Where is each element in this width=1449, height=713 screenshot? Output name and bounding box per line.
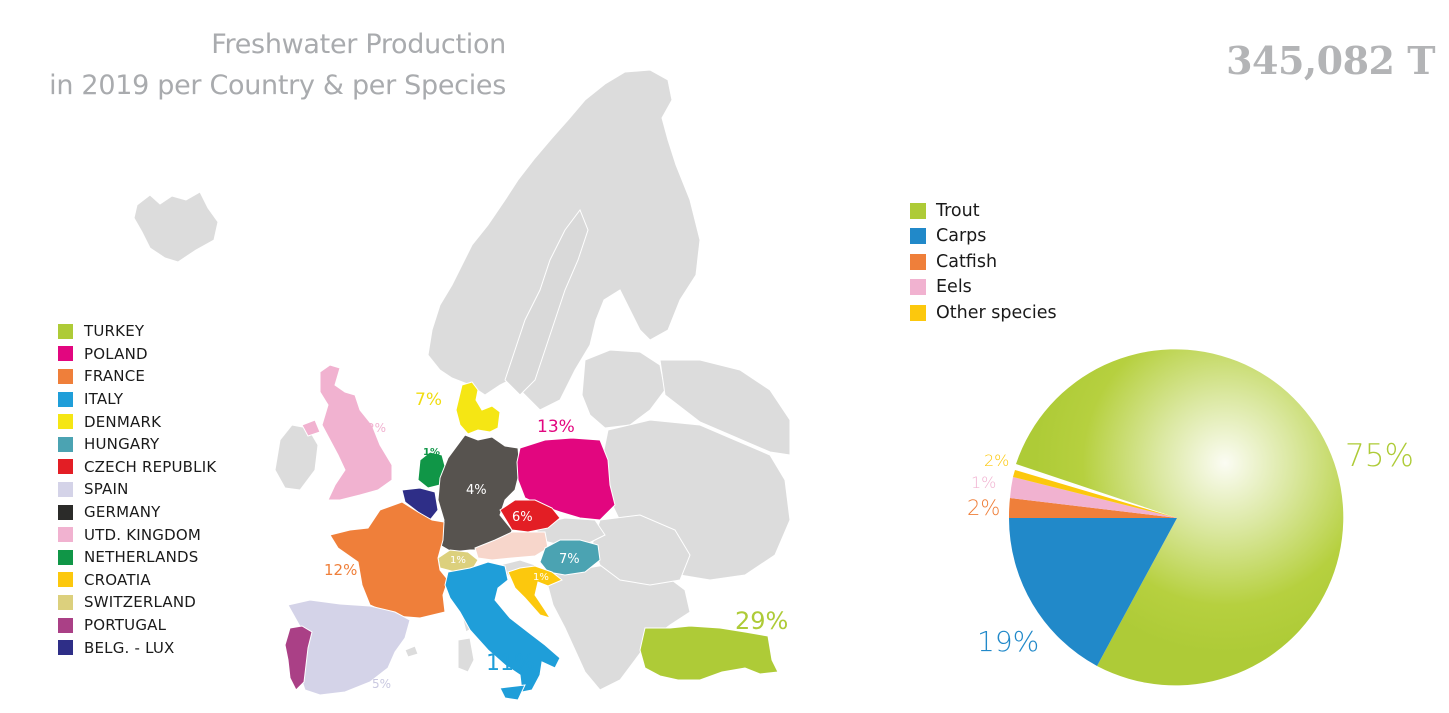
swatch-trout — [910, 202, 926, 219]
country-legend: TURKEY POLAND FRANCE ITALY DENMARK HUNGA… — [58, 320, 216, 659]
total-production: 345,082 T — [1226, 38, 1435, 83]
label-turkey: 29% — [735, 607, 788, 635]
legend-item-croatia: CROATIA — [58, 569, 216, 592]
swatch-czech — [58, 459, 73, 475]
pie-label-trout: 75% — [1345, 438, 1414, 474]
legend-item-poland: POLAND — [58, 343, 216, 366]
legend-item-eels: Eels — [910, 275, 1057, 301]
species-legend: Trout Carps Catfish Eels Other species — [910, 198, 1057, 326]
swatch-croatia — [58, 572, 73, 588]
title-line-1: Freshwater Production — [211, 29, 506, 60]
legend-item-carps: Carps — [910, 224, 1057, 250]
pie-slice-catfish — [1008, 498, 1177, 518]
legend-item-netherlands: NETHERLANDS — [58, 546, 216, 569]
swatch-switzerland — [58, 594, 73, 610]
country-northern-ireland — [301, 419, 321, 437]
swatch-hungary — [58, 436, 73, 452]
label-czech: 6% — [512, 510, 533, 525]
legend-item-switzerland: SWITZERLAND — [58, 591, 216, 614]
island-sicily — [499, 684, 526, 701]
swatch-belg-lux — [58, 640, 73, 656]
legend-item-czech: CZECH REPUBLIK — [58, 456, 216, 479]
country-denmark — [455, 381, 501, 435]
legend-item-germany: GERMANY — [58, 501, 216, 524]
legend-item-hungary: HUNGARY — [58, 433, 216, 456]
pie-slice-other — [1013, 470, 1177, 518]
label-netherlands: 1% — [423, 447, 440, 458]
swatch-germany — [58, 504, 73, 520]
swatch-eels — [910, 279, 926, 296]
legend-item-denmark: DENMARK — [58, 410, 216, 433]
label-poland: 13% — [537, 417, 575, 437]
pie-slice-carps — [1008, 518, 1177, 666]
legend-item-italy: ITALY — [58, 388, 216, 411]
country-croatia — [507, 565, 563, 619]
legend-item-turkey: TURKEY — [58, 320, 216, 343]
swatch-other — [910, 304, 926, 321]
country-italy — [444, 561, 561, 693]
pie-label-other: 2% — [984, 451, 1010, 470]
country-sweden-inner — [504, 208, 589, 396]
label-france: 12% — [324, 561, 357, 579]
country-switzerland — [437, 549, 479, 573]
island-balearic — [404, 645, 419, 658]
label-germany: 4% — [466, 483, 487, 498]
swatch-portugal — [58, 617, 73, 633]
swatch-spain — [58, 481, 73, 497]
label-uk: 2% — [367, 421, 386, 435]
label-italy: 11% — [486, 651, 535, 676]
swatch-poland — [58, 346, 73, 362]
label-denmark: 7% — [415, 390, 442, 410]
country-czech — [499, 499, 561, 533]
country-iceland — [133, 191, 219, 263]
swatch-turkey — [58, 323, 73, 339]
legend-item-belg-lux: BELG. - LUX — [58, 636, 216, 659]
country-russia-west — [659, 359, 791, 456]
title-line-2: in 2019 per Country & per Species — [49, 70, 506, 101]
country-france — [329, 501, 449, 619]
label-spain: 5% — [372, 677, 391, 691]
legend-item-trout: Trout — [910, 198, 1057, 224]
pie-label-eels: 1% — [971, 473, 997, 492]
country-turkey — [639, 625, 779, 681]
legend-item-uk: UTD. KINGDOM — [58, 523, 216, 546]
label-switzerland: 1% — [450, 555, 466, 566]
label-croatia: 1% — [533, 572, 549, 583]
island-sardinia — [457, 637, 475, 673]
country-portugal — [284, 625, 313, 691]
legend-item-other: Other species — [910, 300, 1057, 326]
swatch-denmark — [58, 414, 73, 430]
country-belgium-lux — [401, 487, 439, 521]
swatch-carps — [910, 228, 926, 245]
swatch-netherlands — [58, 549, 73, 565]
swatch-uk — [58, 527, 73, 543]
legend-item-catfish: Catfish — [910, 249, 1057, 275]
europe-map: 29% 13% 12% 11% 7% 7% 6% 5% 4% 2% 1% 1% … — [133, 69, 791, 701]
swatch-catfish — [910, 253, 926, 270]
chart-title: Freshwater Production in 2019 per Countr… — [49, 24, 506, 106]
legend-item-france: FRANCE — [58, 365, 216, 388]
swatch-italy — [58, 391, 73, 407]
pie-label-catfish: 2% — [967, 496, 1001, 520]
legend-item-spain: SPAIN — [58, 478, 216, 501]
pie-label-carps: 19% — [977, 625, 1040, 658]
label-hungary: 7% — [559, 552, 580, 567]
pie-slice-trout — [1016, 349, 1344, 686]
country-poland — [516, 437, 616, 521]
country-ireland — [274, 424, 319, 491]
swatch-france — [58, 368, 73, 384]
pie-slice-eels — [1010, 477, 1177, 518]
legend-item-portugal: PORTUGAL — [58, 614, 216, 637]
country-uk — [319, 364, 393, 501]
country-baltics — [581, 349, 666, 429]
country-hungary — [539, 539, 601, 576]
